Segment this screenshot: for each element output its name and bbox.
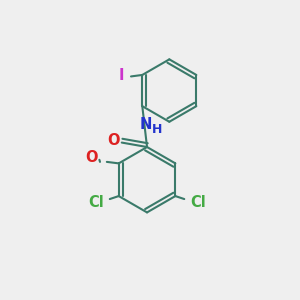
Text: Cl: Cl [88, 195, 103, 210]
Text: Cl: Cl [190, 195, 206, 210]
Text: I: I [118, 68, 124, 83]
Text: O: O [86, 150, 98, 165]
Text: H: H [152, 123, 163, 136]
Text: N: N [140, 117, 152, 132]
Text: O: O [107, 133, 119, 148]
